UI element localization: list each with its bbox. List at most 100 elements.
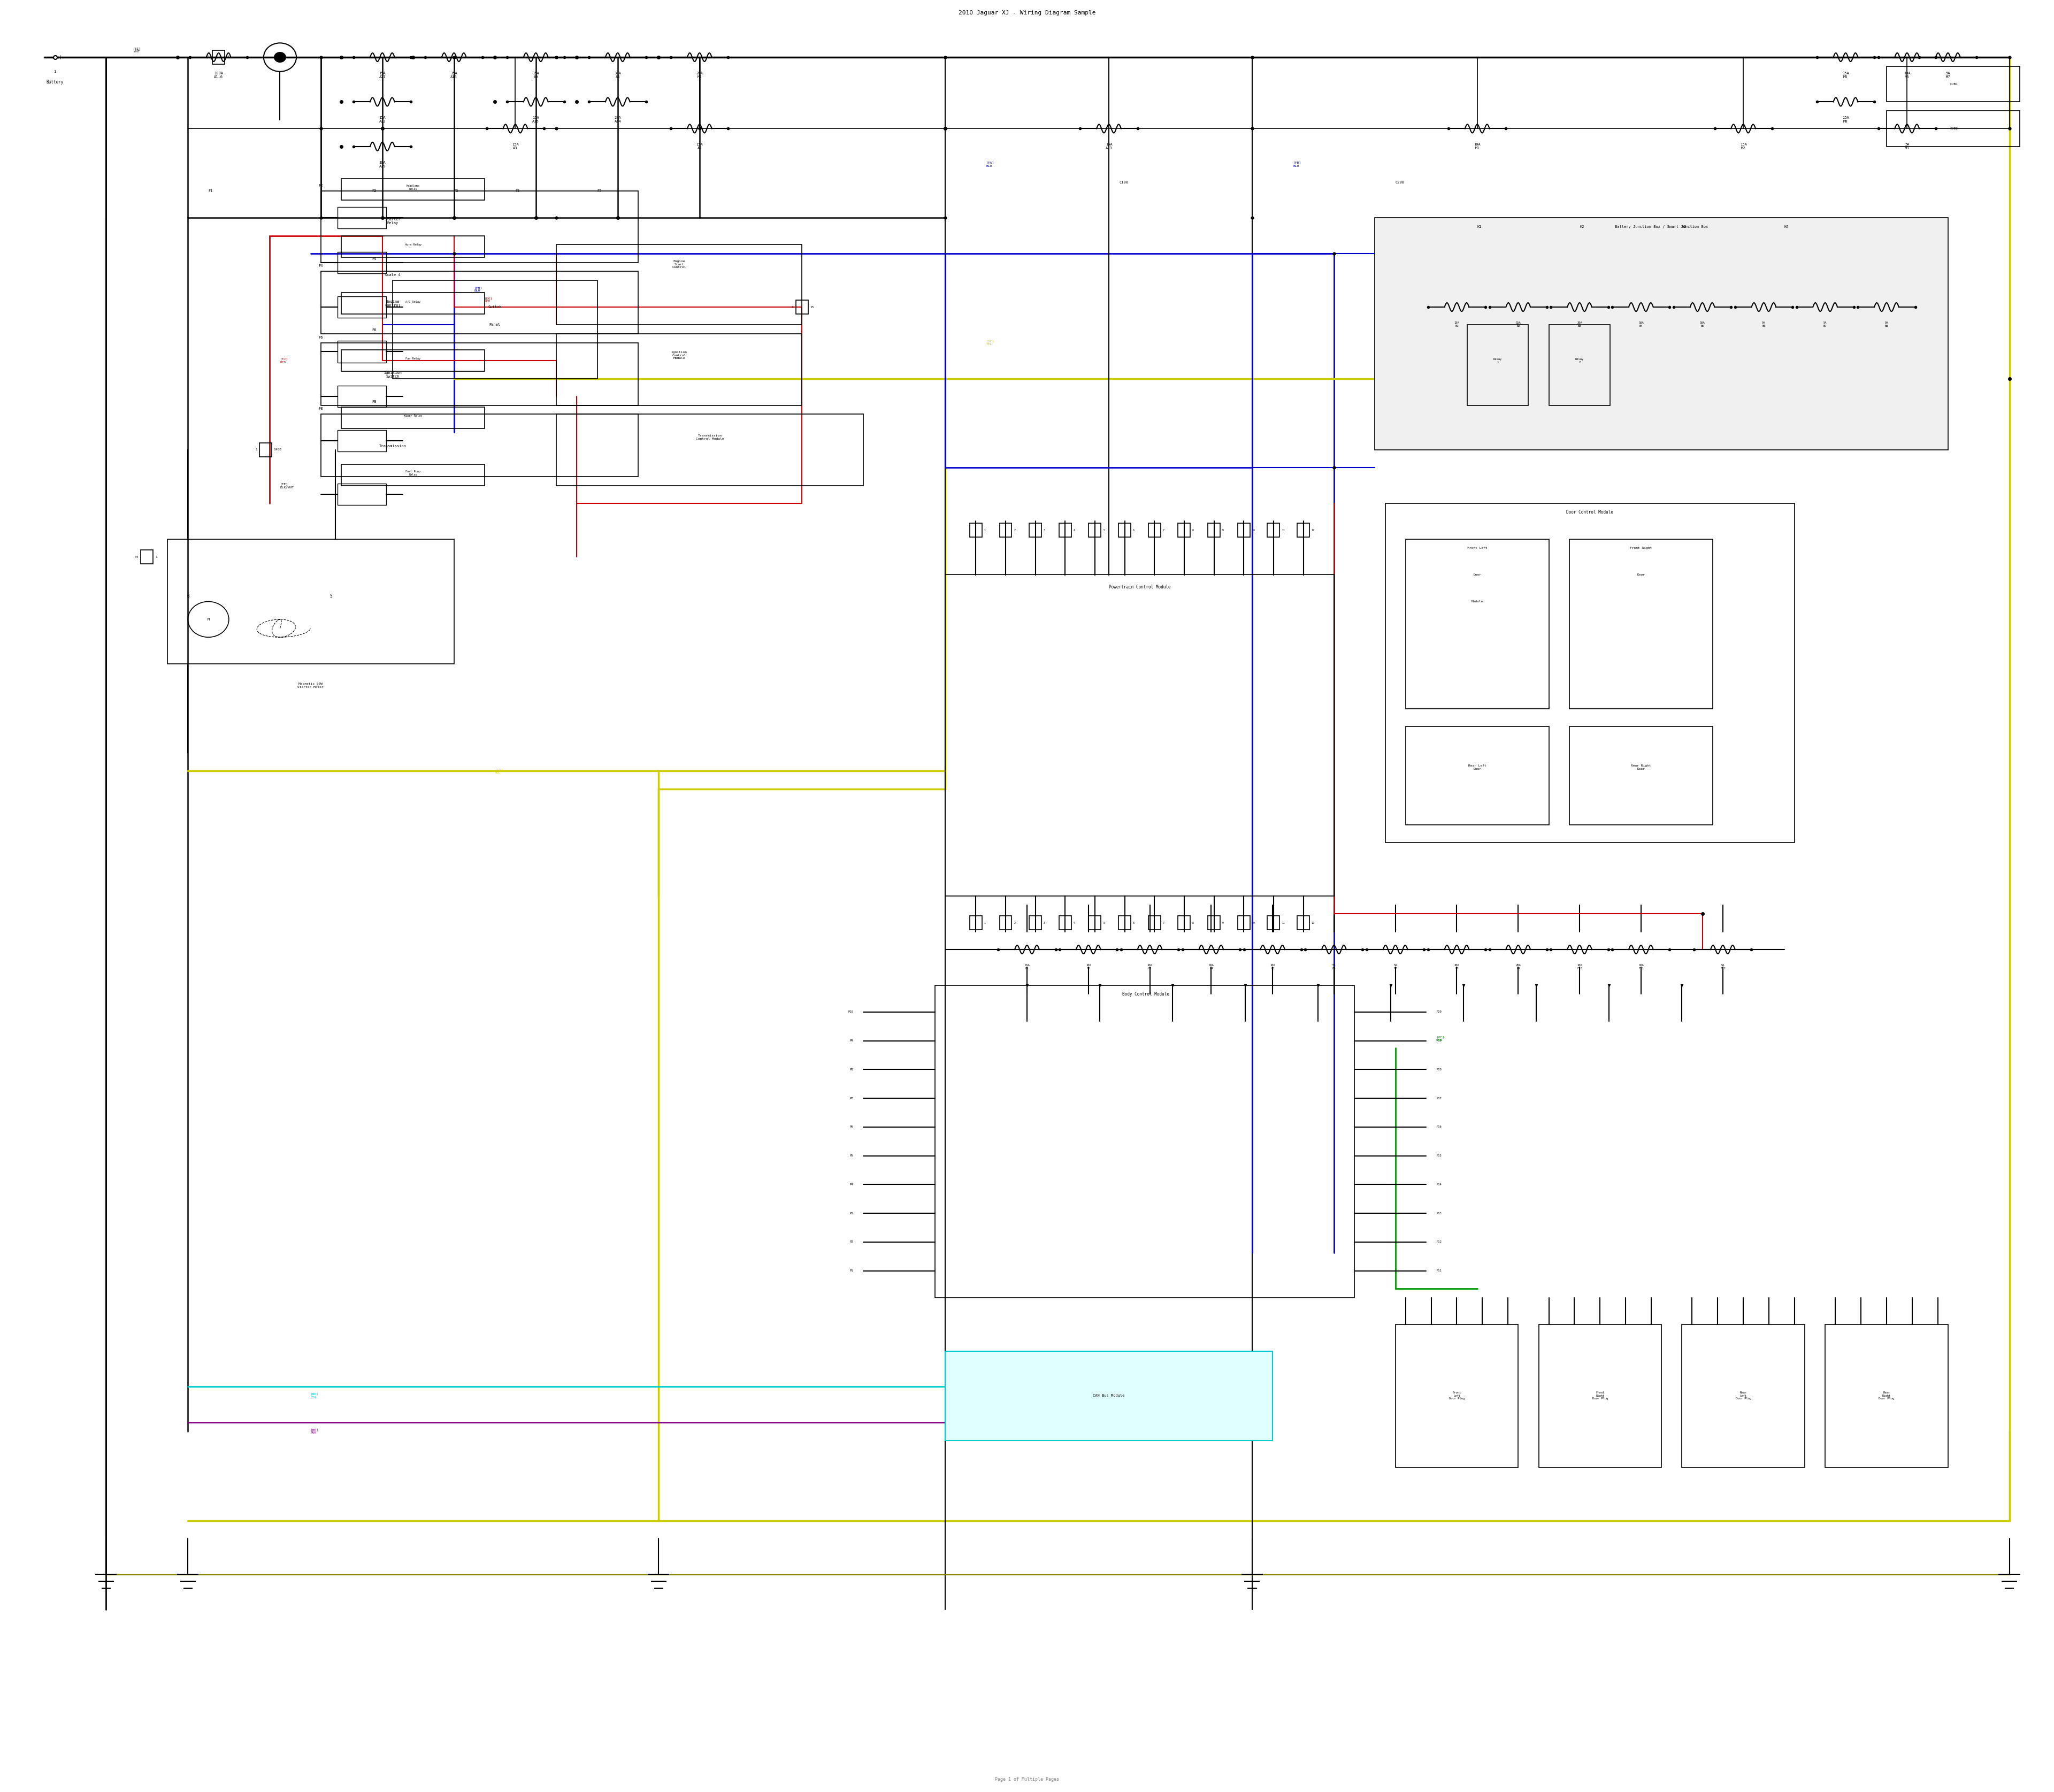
Text: 5A
B6: 5A B6 [1762,321,1766,328]
Text: [EJ]
RED: [EJ] RED [279,358,288,364]
Bar [1886,111,2019,147]
Bar [259,443,271,457]
Text: K1: K1 [1477,226,1481,228]
Text: P1: P1 [850,1269,852,1272]
Text: Front
Right
Door Plug: Front Right Door Plug [1592,1391,1608,1400]
Text: C200: C200 [1395,181,1405,185]
Bar [1826,1324,1947,1468]
Text: P17: P17 [1436,1097,1442,1100]
Text: 15A
B2: 15A B2 [1516,321,1520,328]
Bar [1384,504,1795,842]
Text: Door Control Module: Door Control Module [1567,511,1612,514]
Bar [1886,66,2019,102]
Bar [320,342,639,405]
Text: 5A
M7: 5A M7 [1945,72,1949,79]
Text: F6: F6 [318,335,322,339]
Text: K3: K3 [1682,226,1686,228]
Text: Front Left: Front Left [1467,547,1487,550]
Text: P5: P5 [850,1154,852,1158]
Text: 20A
B3: 20A B3 [1577,321,1582,328]
Bar [341,292,485,314]
Text: 15A
A21: 15A A21 [378,72,386,79]
Bar [1119,916,1132,930]
Text: 5A
F6: 5A F6 [1333,964,1335,969]
Text: 15A
A7: 15A A7 [696,143,702,151]
Bar [1089,523,1101,538]
Text: [FA]
BLU: [FA] BLU [986,161,994,167]
Text: Starter
Relay: Starter Relay [384,219,401,226]
Text: 15A
A9: 15A A9 [532,72,540,79]
Text: Fan Relay: Fan Relay [405,358,421,360]
Text: M: M [207,618,210,622]
Text: P15: P15 [1436,1154,1442,1158]
Text: 5A
B8: 5A B8 [1886,321,1888,328]
Text: F1: F1 [207,190,214,194]
Text: 15A
A16: 15A A16 [450,72,458,79]
Text: 10A
F3: 10A F3 [1148,964,1152,969]
Bar [1000,916,1013,930]
Text: 20A
F9: 20A F9 [1516,964,1520,969]
Text: 10A
F11: 10A F11 [1639,964,1643,969]
Text: [FH]
BLU: [FH] BLU [474,287,483,292]
Bar [1298,916,1310,930]
Bar [945,575,1333,896]
Bar [1029,916,1041,930]
Text: F3: F3 [454,190,458,194]
Bar [337,484,386,505]
Bar [1148,916,1161,930]
Text: F5: F5 [516,190,520,194]
Bar [392,280,598,378]
Text: 1: 1 [226,56,230,59]
Text: 10A
F10: 10A F10 [1577,964,1582,969]
Bar [557,333,801,405]
Bar [1239,523,1251,538]
Bar [320,414,639,477]
Text: 15A
B1: 15A B1 [1454,321,1460,328]
Bar [1538,1324,1662,1468]
Bar [935,986,1354,1297]
Text: 10: 10 [1253,529,1255,532]
Text: P13: P13 [1436,1211,1442,1215]
Text: 15A
F1: 15A F1 [1025,964,1029,969]
Text: T4: T4 [136,556,140,559]
Bar [320,192,639,262]
Text: Switch: Switch [489,305,501,308]
Text: [GE]
GRN: [GE] GRN [1436,1036,1444,1041]
Text: P9: P9 [850,1039,852,1043]
Bar [969,523,982,538]
Text: P19: P19 [1436,1039,1442,1043]
Text: 5A
B7: 5A B7 [1824,321,1826,328]
Text: Scale 4: Scale 4 [384,274,401,276]
Bar [1208,916,1220,930]
Text: Page 1 of Multiple Pages: Page 1 of Multiple Pages [994,1778,1060,1781]
Bar [1467,324,1528,405]
Bar [1298,523,1310,538]
Text: 10A
M6: 10A M6 [1904,72,1910,79]
Text: Relay
2: Relay 2 [1575,358,1584,364]
Text: Ignition
Control
Module: Ignition Control Module [672,351,688,360]
Text: [GC]
YEL: [GC] YEL [986,340,994,346]
Text: 10A
F5: 10A F5 [1269,964,1276,969]
Text: F4: F4 [372,258,376,260]
Bar [168,539,454,665]
Bar [1374,219,1947,450]
Text: 10A
F4: 10A F4 [1208,964,1214,969]
Text: P7: P7 [850,1097,852,1100]
Bar [1267,523,1280,538]
Bar [1000,523,1013,538]
Bar [337,340,386,362]
Bar [341,179,485,201]
Text: F7: F7 [598,190,602,194]
Bar [337,296,386,317]
Text: Relay
1: Relay 1 [1493,358,1501,364]
Text: 15: 15 [809,306,813,308]
Text: 15A
A22: 15A A22 [378,116,386,124]
Bar [1395,1324,1518,1468]
Text: 20A
M4: 20A M4 [696,72,702,79]
Text: P18: P18 [1436,1068,1442,1072]
Text: K4: K4 [1785,226,1789,228]
Bar [1405,539,1549,708]
Bar [1569,539,1713,708]
Text: 30A
A4: 30A A4 [614,72,620,79]
Text: Rear
Right
Door Plug: Rear Right Door Plug [1879,1391,1894,1400]
